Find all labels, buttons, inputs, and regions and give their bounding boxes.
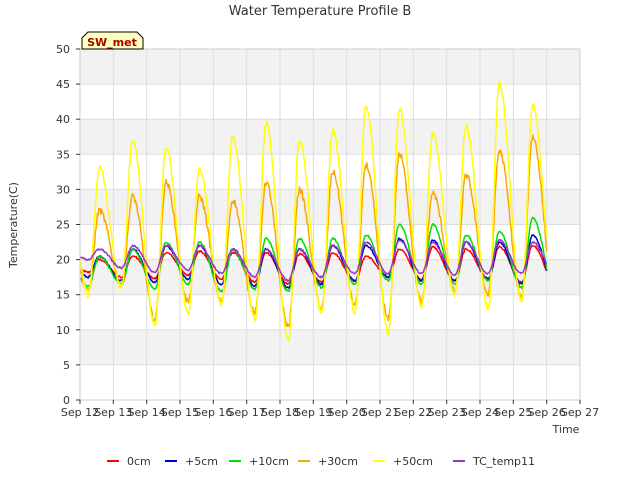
y-tick-label: 35 [56, 148, 70, 161]
x-tick-label: Sep 17 [228, 406, 266, 419]
annotation-box: SW_met [81, 31, 144, 50]
x-tick-label: Sep 19 [294, 406, 332, 419]
legend-label: +30cm [318, 455, 358, 468]
y-tick-label: 30 [56, 183, 70, 196]
x-tick-label: Sep 16 [194, 406, 232, 419]
legend-label: +10cm [249, 455, 289, 468]
y-tick-label: 25 [56, 219, 70, 232]
x-tick-label: Sep 14 [128, 406, 166, 419]
y-tick-label: 20 [56, 254, 70, 267]
background-band [80, 259, 580, 295]
y-tick-label: 50 [56, 43, 70, 56]
annotation-label: SW_met [87, 36, 137, 49]
x-tick-label: Sep 27 [561, 406, 599, 419]
x-tick-label: Sep 15 [161, 406, 199, 419]
legend-label: +5cm [185, 455, 218, 468]
legend: 0cm +5cm +10cm +30cm +50cm TC_temp11 [107, 455, 535, 468]
y-axis: 0 5 10 15 20 25 30 35 40 45 50 [56, 43, 80, 407]
annotation-box-shape [81, 31, 144, 50]
y-axis-label: Temperature(C) [7, 182, 20, 269]
x-axis-label: Time [552, 423, 580, 436]
series-line-tctemp11 [80, 238, 548, 282]
x-tick-label: Sep 24 [461, 406, 499, 419]
chart-title: Water Temperature Profile B [229, 4, 412, 19]
x-tick-label: Sep 20 [328, 406, 366, 419]
x-tick-label: Sep 23 [428, 406, 466, 419]
grid-lines [79, 48, 581, 401]
x-tick-label: Sep 12 [61, 406, 99, 419]
x-tick-label: Sep 26 [528, 406, 566, 419]
series-line-50cm [80, 80, 548, 343]
x-tick-label: Sep 22 [394, 406, 432, 419]
y-tick-label: 5 [63, 359, 70, 372]
y-tick-label: 40 [56, 113, 70, 126]
x-tick-label: Sep 18 [261, 406, 299, 419]
background-band [80, 329, 580, 365]
series-lines [80, 80, 548, 343]
y-tick-label: 45 [56, 78, 70, 91]
x-tick-label: Sep 13 [94, 406, 132, 419]
background-band [80, 49, 580, 85]
legend-label: TC_temp11 [472, 455, 535, 468]
x-tick-label: Sep 25 [494, 406, 532, 419]
y-tick-label: 0 [63, 394, 70, 407]
x-tick-label: Sep 21 [361, 406, 399, 419]
legend-label: 0cm [127, 455, 151, 468]
y-tick-label: 15 [56, 289, 70, 302]
legend-label: +50cm [393, 455, 433, 468]
y-tick-label: 10 [56, 324, 70, 337]
